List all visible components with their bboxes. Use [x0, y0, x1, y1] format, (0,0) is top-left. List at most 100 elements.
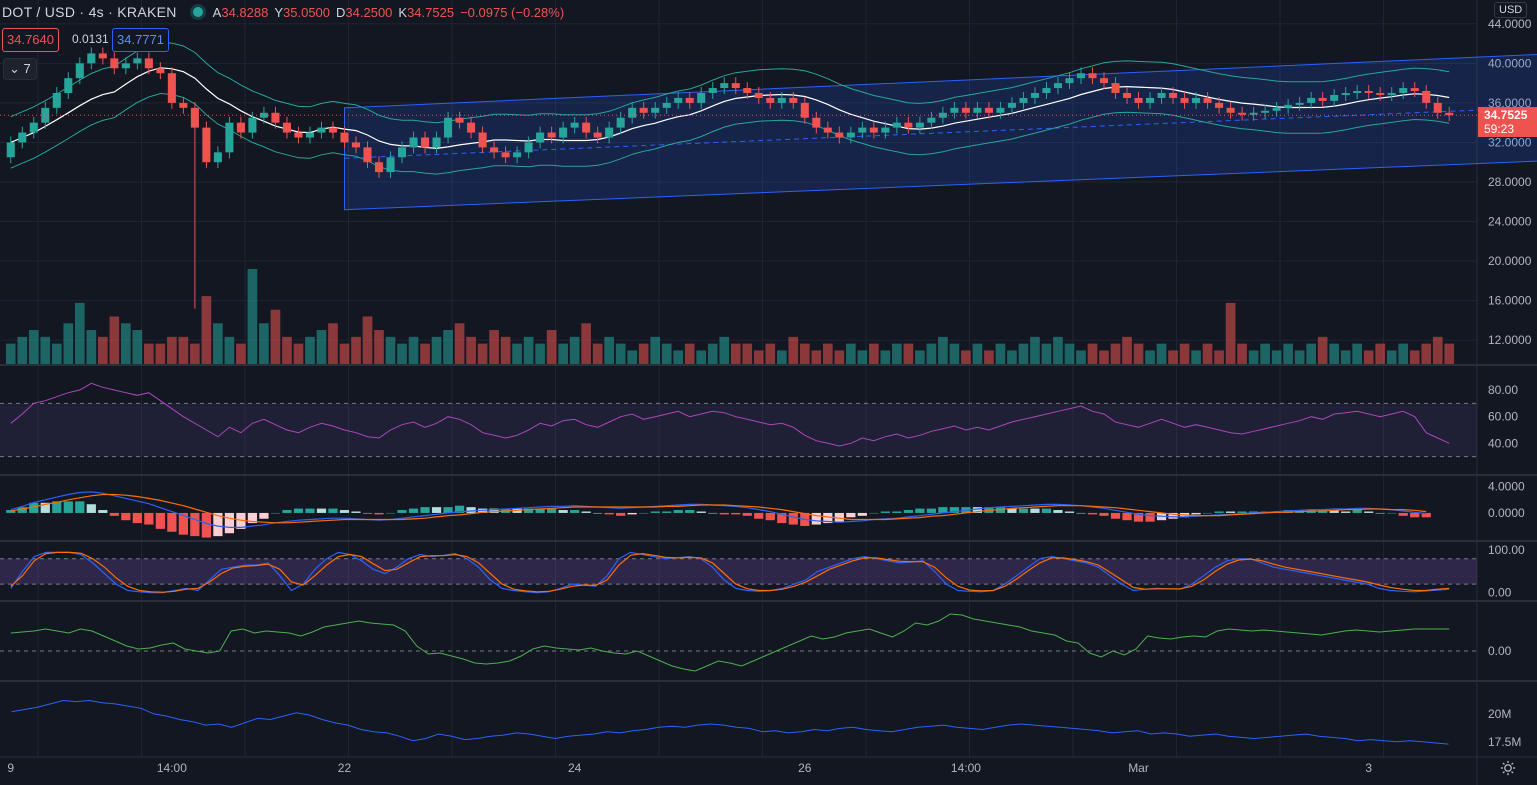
volume-bar	[1363, 350, 1374, 364]
symbol-title[interactable]: DOT / USD · 4s · KRAKEN	[2, 4, 177, 20]
candle-body	[547, 132, 556, 138]
last-price-value: 34.7525	[1484, 108, 1528, 123]
volume-bar	[1421, 343, 1432, 364]
macd-histogram-bar	[788, 512, 798, 525]
macd-histogram-bar	[1375, 512, 1385, 514]
volume-bar	[489, 330, 499, 364]
volume-bar	[1122, 336, 1132, 364]
macd-histogram-bar	[489, 508, 499, 513]
candle-body	[213, 152, 222, 163]
candle-body	[708, 88, 717, 93]
volume-bar	[892, 343, 902, 364]
buy-button[interactable]: 34.7771	[112, 28, 169, 52]
volume-bar	[190, 343, 200, 364]
candle-body	[892, 122, 901, 128]
candle-body	[363, 147, 372, 163]
candle-body	[536, 132, 545, 143]
macd-histogram-bar	[121, 512, 131, 521]
macd-histogram-bar	[224, 512, 235, 534]
volume-bar	[822, 343, 833, 364]
candle-body	[662, 102, 671, 108]
macd-histogram-bar	[293, 508, 304, 513]
volume-bar	[40, 336, 51, 364]
macd-histogram-bar	[765, 512, 775, 521]
candle-body	[835, 132, 844, 138]
macd-histogram-bar	[75, 501, 85, 513]
macd-histogram-bar	[673, 510, 683, 513]
candle-body	[87, 53, 96, 64]
candle-body	[478, 132, 487, 148]
macd-histogram-bar	[1145, 512, 1155, 522]
candle-body	[1042, 88, 1051, 93]
volume-bar	[121, 323, 131, 364]
macd-histogram-bar	[167, 512, 177, 532]
macd-histogram-bar	[903, 510, 913, 513]
volume-bar	[339, 343, 350, 364]
macd-histogram-bar	[892, 511, 902, 513]
rsi-axis-tick: 60.00	[1488, 410, 1518, 424]
settings-gear-icon[interactable]	[1500, 760, 1516, 776]
candle-body	[1215, 102, 1224, 108]
macd-histogram-bar	[63, 501, 73, 513]
indicators-collapse-button[interactable]: ⌄ 7	[3, 58, 37, 80]
time-axis-tick: Mar	[1128, 761, 1149, 775]
candle-body	[1445, 112, 1454, 116]
bar-countdown: 59:23	[1484, 122, 1515, 137]
volume-bar	[109, 316, 120, 364]
volume-bar	[546, 330, 557, 364]
candle-body	[64, 78, 73, 93]
macd-histogram-bar	[362, 512, 373, 514]
candle-body	[167, 73, 176, 103]
volume-bar	[1386, 350, 1397, 364]
macd-histogram-bar	[282, 510, 292, 513]
stoch-band	[0, 558, 1477, 585]
stoch-axis-tick: 0.00	[1488, 586, 1512, 600]
macd-histogram-bar	[1225, 511, 1236, 513]
candle-body	[674, 97, 683, 103]
volume-bar	[259, 323, 269, 364]
candle-body	[121, 63, 130, 69]
volume-bar	[984, 350, 994, 364]
macd-histogram-bar	[811, 512, 821, 525]
currency-button[interactable]: USD	[1494, 2, 1528, 18]
candle-body	[524, 142, 533, 153]
macd-histogram-bar	[270, 512, 281, 514]
candle-body	[846, 132, 855, 138]
macd-histogram-bar	[1421, 512, 1431, 518]
candle-body	[1238, 112, 1247, 115]
macd-histogram-bar	[1007, 508, 1017, 513]
candle-body	[156, 68, 165, 74]
stoch-k-line	[10, 551, 1450, 594]
macd-histogram-bar	[639, 512, 649, 514]
macd-histogram-bar	[109, 512, 119, 516]
candle-body	[616, 117, 625, 128]
volume-bar	[443, 330, 453, 364]
stoch-axis-tick: 100.00	[1488, 543, 1525, 557]
candle-body	[1030, 93, 1039, 98]
volume-bar	[627, 350, 638, 364]
candle-body	[18, 132, 27, 143]
volume-bar	[1168, 350, 1178, 364]
macd-histogram-bar	[420, 507, 430, 513]
macd-histogram-bar	[155, 512, 165, 529]
candle-body	[938, 112, 947, 118]
sell-button[interactable]: 34.7640	[2, 28, 59, 52]
candle-body	[823, 127, 832, 133]
macd-histogram-bar	[190, 512, 200, 537]
candle-body	[1295, 102, 1304, 105]
macd-histogram-bar	[305, 508, 315, 513]
parallel-channel	[343, 53, 1537, 211]
candle-body	[190, 107, 199, 128]
candle-body	[812, 117, 821, 128]
volume-bar	[1202, 343, 1213, 364]
macd-histogram-bar	[443, 507, 453, 513]
macd-histogram-bar	[86, 504, 96, 513]
volume-bar	[236, 343, 246, 364]
candle-body	[720, 83, 729, 89]
macd-histogram-bar	[52, 501, 62, 513]
volume-bar	[684, 343, 695, 364]
volume-bar	[51, 343, 62, 364]
candle-body	[1364, 91, 1373, 93]
macd-histogram-bar	[581, 511, 591, 513]
